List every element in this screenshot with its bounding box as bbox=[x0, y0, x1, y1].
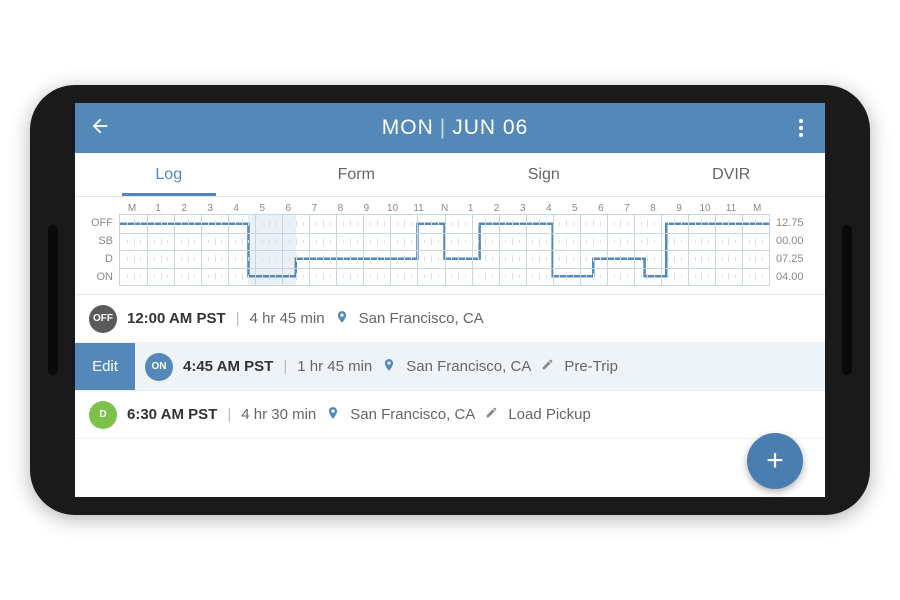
app-header: MON|JUN 06 bbox=[75, 103, 825, 153]
pencil-icon bbox=[485, 406, 498, 423]
entry-time: 6:30 AM PST bbox=[127, 406, 217, 423]
entry-location: San Francisco, CA bbox=[406, 358, 531, 375]
entry-note: Pre-Trip bbox=[564, 358, 618, 375]
entry-duration: 4 hr 45 min bbox=[250, 310, 325, 327]
tab-form[interactable]: Form bbox=[263, 153, 451, 196]
log-entries-list: OFF12:00 AM PST|4 hr 45 minSan Francisco… bbox=[75, 295, 825, 497]
entry-time: 12:00 AM PST bbox=[127, 310, 226, 327]
add-entry-button[interactable]: + bbox=[747, 433, 803, 489]
more-menu-button[interactable] bbox=[791, 119, 811, 137]
entry-note: Load Pickup bbox=[508, 406, 591, 423]
tab-bar: LogFormSignDVIR bbox=[75, 153, 825, 197]
tab-sign[interactable]: Sign bbox=[450, 153, 638, 196]
edit-button[interactable]: Edit bbox=[75, 343, 135, 390]
tab-log[interactable]: Log bbox=[75, 153, 263, 196]
hos-chart: M1234567891011N1234567891011M OFFSBDON 1… bbox=[75, 197, 825, 295]
location-icon bbox=[382, 358, 396, 376]
chart-hour-axis: M1234567891011N1234567891011M bbox=[85, 203, 815, 214]
chart-totals: 12.7500.0007.2504.00 bbox=[770, 214, 815, 286]
entry-time: 4:45 AM PST bbox=[183, 358, 273, 375]
log-entry[interactable]: OFF12:00 AM PST|4 hr 45 minSan Francisco… bbox=[75, 295, 825, 343]
status-badge: OFF bbox=[89, 305, 117, 333]
location-icon bbox=[335, 310, 349, 328]
entry-location: San Francisco, CA bbox=[359, 310, 484, 327]
chart-grid[interactable] bbox=[119, 214, 770, 286]
header-date: JUN 06 bbox=[452, 116, 528, 139]
chart-status-axis: OFFSBDON bbox=[85, 214, 119, 286]
back-button[interactable] bbox=[89, 115, 119, 142]
page-title: MON|JUN 06 bbox=[119, 116, 791, 140]
tab-dvir[interactable]: DVIR bbox=[638, 153, 826, 196]
entry-duration: 4 hr 30 min bbox=[241, 406, 316, 423]
status-badge: D bbox=[89, 401, 117, 429]
status-badge: ON bbox=[145, 353, 173, 381]
location-icon bbox=[326, 406, 340, 424]
pencil-icon bbox=[541, 358, 554, 375]
header-day: MON bbox=[382, 116, 434, 139]
log-entry[interactable]: EditON4:45 AM PST|1 hr 45 minSan Francis… bbox=[75, 343, 825, 391]
entry-duration: 1 hr 45 min bbox=[297, 358, 372, 375]
entry-location: San Francisco, CA bbox=[350, 406, 475, 423]
log-entry[interactable]: D6:30 AM PST|4 hr 30 minSan Francisco, C… bbox=[75, 391, 825, 439]
